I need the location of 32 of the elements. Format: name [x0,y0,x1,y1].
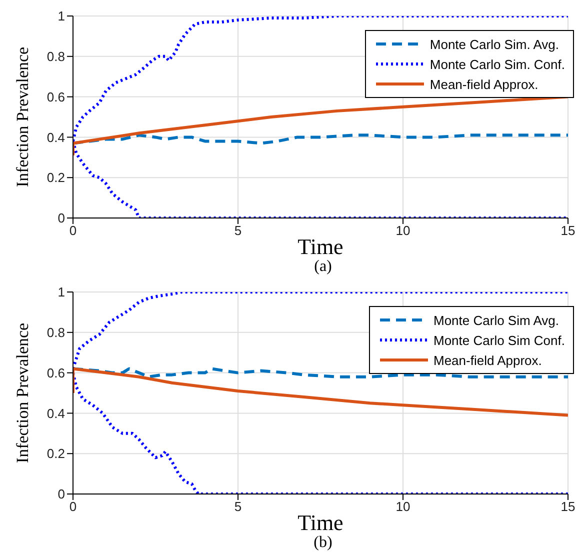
x-tick-label: 10 [396,223,410,238]
y-tick-label: 0.6 [46,89,65,104]
y-tick-label: 1 [58,284,65,300]
y-tick-label: 0.6 [46,365,65,380]
x-tick-label: 5 [234,223,242,238]
legend-label: Monte Carlo Sim Conf. [434,332,565,348]
legend-label: Monte Carlo Sim. Avg. [430,36,559,52]
legend-label: Monte Carlo Sim Avg. [434,312,559,328]
y-axis-title: Infection Prevalence [13,46,32,188]
y-tick-label: 0.4 [46,130,65,145]
y-tick-label: 1 [58,8,65,24]
y-tick-label: 0 [58,486,65,502]
x-tick-label: 5 [234,499,242,514]
x-axis-title: Time [298,510,344,535]
x-tick-label: 15 [560,499,576,514]
text: (b) [312,534,334,552]
y-tick-label: 0.8 [46,325,65,340]
legend-label: Mean-field Approx. [434,352,542,368]
legend-label: Mean-field Approx. [430,76,538,92]
y-tick-label: 0 [58,210,65,226]
y-axis-title: Infection Prevalence [13,322,32,464]
x-tick-label: 0 [69,223,77,238]
y-tick-label: 0.4 [46,406,65,421]
x-tick-label: 15 [560,223,576,238]
text: (a) [313,258,333,276]
x-axis-title: Time [298,234,344,259]
x-tick-label: 0 [69,499,77,514]
x-tick-label: 10 [396,499,410,514]
y-tick-label: 0.2 [46,446,65,462]
y-tick-label: 0.2 [46,170,65,186]
legend-label: Monte Carlo Sim. Conf. [430,56,565,72]
y-tick-label: 0.8 [46,49,65,64]
